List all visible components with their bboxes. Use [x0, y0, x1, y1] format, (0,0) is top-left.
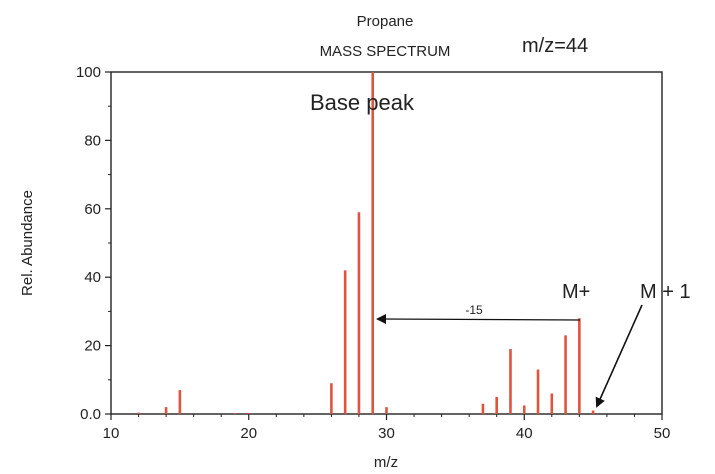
chart-title: Propane [357, 13, 414, 30]
m-plus-one-arrow [595, 304, 643, 408]
x-tick-label: 40 [516, 425, 533, 442]
y-tick-label: 100 [76, 64, 101, 81]
mz-annotation: m/z=44 [522, 35, 588, 57]
y-tick-label: 80 [84, 132, 101, 149]
x-tick-label: 50 [654, 425, 671, 442]
y-tick-label: 20 [84, 338, 101, 355]
loss-arrow [376, 314, 581, 325]
x-tick-label: 30 [378, 425, 395, 442]
y-tick-label: 40 [84, 269, 101, 286]
base-peak-annotation: Base peak [310, 90, 415, 115]
chart-subtitle: MASS SPECTRUM [320, 43, 451, 60]
m-plus-annotation: M+ [562, 281, 590, 303]
y-axis-label: Rel. Abundance [19, 190, 36, 296]
x-axis-label: m/z [374, 454, 398, 471]
y-axis-ticks: 0.0 20 40 60 80 100 [76, 64, 111, 423]
y-tick-label: 60 [84, 201, 101, 218]
loss-annotation: -15 [465, 303, 483, 317]
bar-series [137, 72, 595, 414]
x-tick-label: 10 [103, 425, 120, 442]
y-tick-label: 0.0 [80, 406, 101, 423]
m-plus-one-annotation: M + 1 [640, 281, 691, 303]
x-axis-ticks: 10 20 30 40 50 [103, 414, 671, 442]
x-tick-label: 20 [240, 425, 257, 442]
